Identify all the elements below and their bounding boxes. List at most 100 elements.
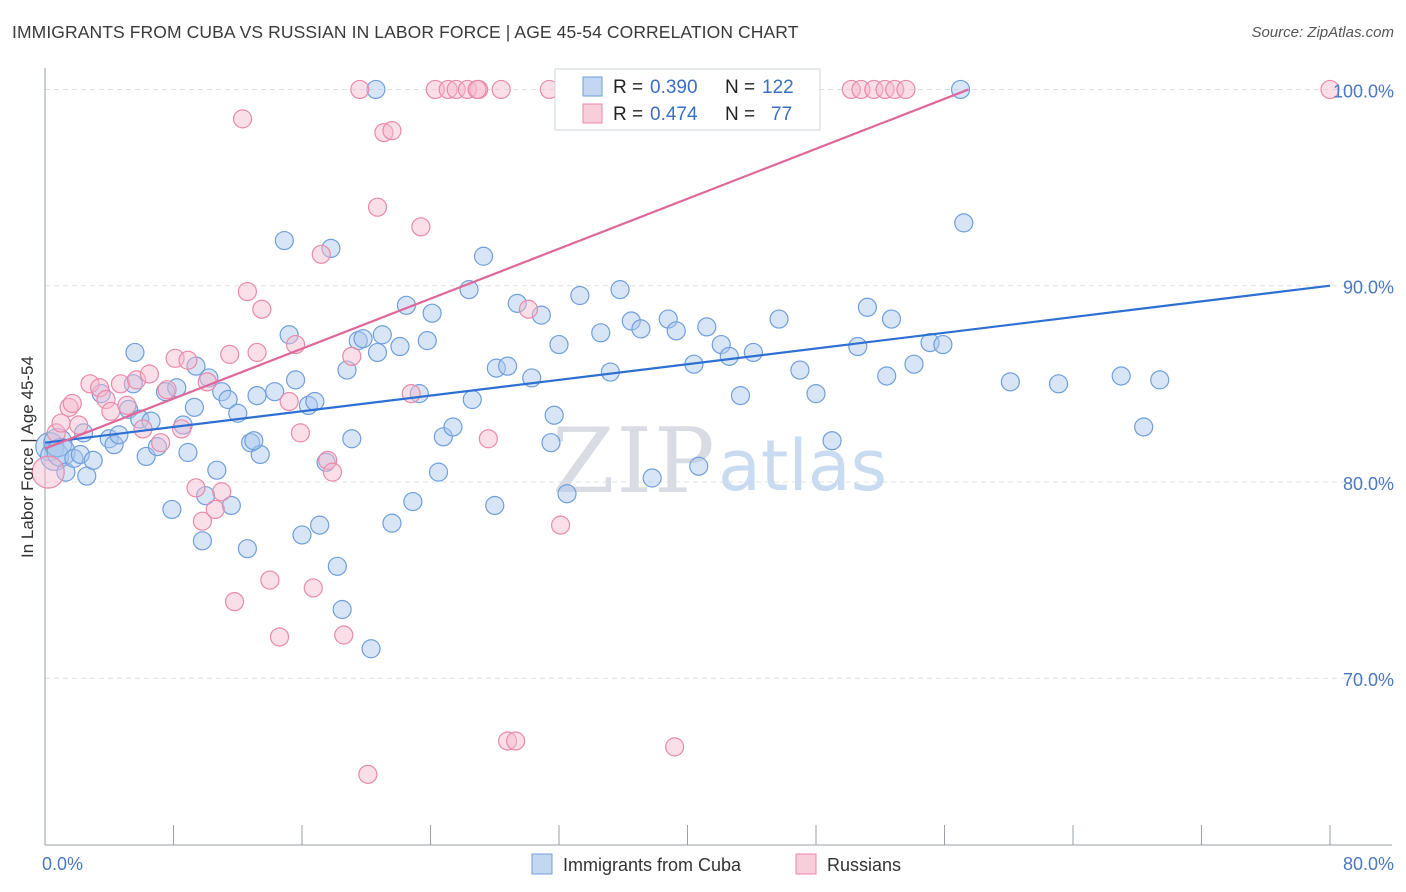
point-cuba-99 bbox=[806, 384, 826, 404]
point-russians-4 bbox=[62, 393, 82, 414]
point-russians-51 bbox=[457, 79, 478, 100]
point-russians-29 bbox=[252, 299, 272, 319]
point-russians-15 bbox=[151, 433, 171, 453]
point-cuba-71 bbox=[473, 246, 494, 266]
point-cuba-98 bbox=[790, 360, 810, 380]
point-russians-16 bbox=[157, 380, 177, 400]
point-cuba-86 bbox=[631, 319, 651, 339]
point-cuba-81 bbox=[570, 285, 590, 306]
y-tick-label-3: 100.0% bbox=[1333, 81, 1394, 101]
y-tick-labels: 70.0% 80.0% 90.0% 100.0% bbox=[1333, 81, 1394, 690]
point-russians-8 bbox=[96, 389, 116, 410]
point-cuba-16 bbox=[125, 342, 145, 363]
point-russians-27 bbox=[232, 109, 253, 129]
y-axis-title: In Labor Force | Age 45-54 bbox=[18, 356, 37, 558]
point-russians-36 bbox=[311, 244, 331, 264]
point-cuba-92 bbox=[697, 317, 717, 337]
point-cuba-87 bbox=[642, 468, 662, 488]
point-cuba-85 bbox=[621, 311, 641, 331]
point-cuba-84 bbox=[610, 280, 630, 300]
point-russians-59 bbox=[551, 515, 571, 535]
point-russians-68 bbox=[841, 79, 861, 100]
point-cuba-101 bbox=[848, 336, 868, 357]
trendline-russians bbox=[44, 88, 969, 450]
point-cuba-117 bbox=[244, 431, 264, 451]
point-russians-47 bbox=[411, 217, 431, 237]
point-russians-35 bbox=[303, 578, 323, 598]
stats-r-value-cuba: 0.390 bbox=[650, 77, 698, 98]
point-russians-34 bbox=[290, 423, 310, 443]
point-russians-49 bbox=[438, 79, 458, 100]
point-cuba-67 bbox=[433, 427, 453, 447]
point-russians-54 bbox=[491, 79, 511, 100]
point-cuba-107 bbox=[933, 334, 953, 355]
y-tick-label-0: 70.0% bbox=[1343, 670, 1394, 690]
point-russians-7 bbox=[90, 378, 110, 398]
point-russians-46 bbox=[401, 384, 421, 404]
point-cuba-73 bbox=[498, 356, 518, 376]
point-cuba-102 bbox=[857, 297, 878, 317]
stats-box: R = 0.390 N = 122 R = 0.474 N = 77 bbox=[554, 68, 821, 131]
point-russians-55 bbox=[498, 731, 518, 751]
point-cuba-74 bbox=[507, 293, 527, 313]
point-cuba-31 bbox=[207, 460, 227, 480]
point-cuba-104 bbox=[881, 309, 902, 329]
legend-swatch-cuba[interactable] bbox=[531, 853, 553, 875]
x-tick-labels: 0.0% 80.0% bbox=[42, 854, 1394, 874]
point-cuba-96 bbox=[743, 342, 763, 363]
point-cuba-91 bbox=[689, 456, 709, 476]
point-russians-9 bbox=[101, 401, 121, 421]
point-russians-53 bbox=[478, 429, 498, 449]
point-russians-73 bbox=[896, 79, 916, 100]
stats-n-label-russians: N = bbox=[725, 104, 755, 125]
point-russians-75 bbox=[467, 79, 487, 100]
point-russians-40 bbox=[342, 346, 362, 366]
point-cuba-12 bbox=[104, 435, 124, 455]
source-label[interactable]: Source: ZipAtlas.com bbox=[1251, 24, 1394, 41]
point-cuba-43 bbox=[285, 370, 306, 390]
point-russians-72 bbox=[885, 79, 905, 100]
point-russians-20 bbox=[186, 478, 206, 498]
x-tick-label-1: 80.0% bbox=[1343, 854, 1394, 874]
point-cuba-46 bbox=[305, 391, 325, 412]
legend-swatch-russians[interactable] bbox=[795, 853, 817, 875]
trendlines bbox=[44, 88, 1331, 450]
point-cuba-22 bbox=[162, 499, 182, 520]
x-tick-label-0: 0.0% bbox=[42, 854, 83, 874]
point-russians-26 bbox=[224, 592, 245, 612]
y-tick-label-1: 80.0% bbox=[1343, 474, 1394, 494]
stats-swatch-cuba bbox=[582, 76, 603, 97]
point-cuba-100 bbox=[822, 431, 842, 451]
point-russians-43 bbox=[367, 197, 388, 217]
point-russians-18 bbox=[171, 419, 192, 439]
legend: Immigrants from Cuba Russians bbox=[531, 853, 901, 875]
point-russians-44 bbox=[374, 123, 394, 143]
point-russians-28 bbox=[237, 281, 257, 302]
point-russians-5 bbox=[69, 415, 89, 435]
point-cuba-29 bbox=[196, 486, 216, 506]
stats-r-label-cuba: R = bbox=[613, 77, 643, 98]
point-cuba-49 bbox=[321, 238, 341, 258]
point-russians-14 bbox=[139, 364, 160, 384]
point-cuba-9 bbox=[83, 450, 103, 470]
point-russians-57 bbox=[518, 299, 539, 319]
legend-label-russians[interactable]: Russians bbox=[827, 855, 901, 875]
point-cuba-66 bbox=[428, 462, 449, 482]
point-cuba-60 bbox=[390, 336, 410, 357]
point-cuba-65 bbox=[422, 303, 442, 323]
point-cuba-82 bbox=[591, 323, 611, 343]
point-russians-10 bbox=[110, 374, 131, 394]
stats-r-value-russians: 0.474 bbox=[650, 104, 698, 125]
point-cuba-36 bbox=[237, 539, 257, 559]
point-cuba-34 bbox=[221, 495, 241, 516]
legend-label-cuba[interactable]: Immigrants from Cuba bbox=[563, 855, 742, 875]
point-cuba-95 bbox=[730, 385, 751, 406]
point-russians-45 bbox=[382, 121, 402, 141]
watermark-zip: ZIP bbox=[552, 409, 717, 514]
point-cuba-111 bbox=[1111, 366, 1131, 386]
point-cuba-80 bbox=[557, 484, 577, 504]
point-cuba-113 bbox=[1150, 370, 1170, 390]
point-cuba-112 bbox=[1134, 417, 1154, 437]
point-cuba-68 bbox=[443, 417, 463, 437]
point-russians-65 bbox=[665, 737, 685, 757]
